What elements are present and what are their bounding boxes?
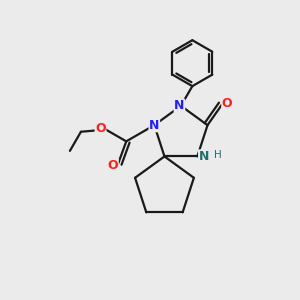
Text: N: N <box>174 99 184 112</box>
Text: H: H <box>214 150 221 160</box>
Text: N: N <box>149 119 160 132</box>
Text: O: O <box>222 97 232 110</box>
Text: O: O <box>95 122 106 135</box>
Text: O: O <box>108 159 118 172</box>
Text: N: N <box>199 150 209 163</box>
